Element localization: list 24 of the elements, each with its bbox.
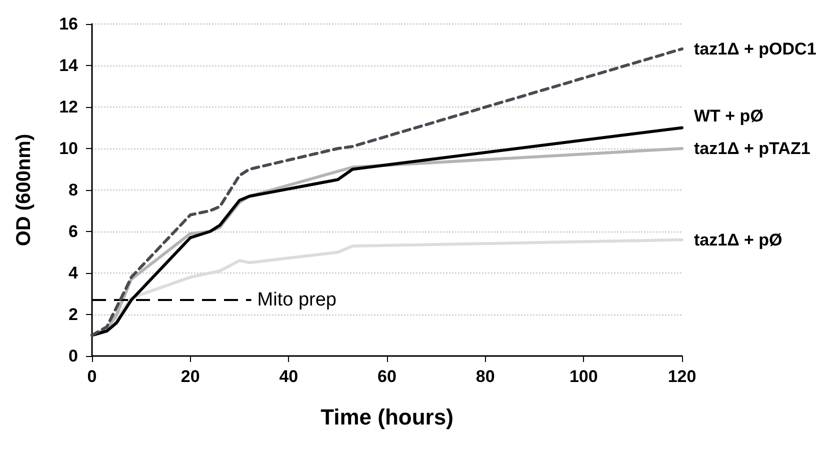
- y-tick-label: 12: [59, 98, 78, 116]
- y-tick-label: 10: [59, 139, 78, 158]
- y-tick-label: 14: [59, 56, 79, 75]
- series-label: WT + pØ: [694, 106, 764, 126]
- y-tick-label: 16: [59, 14, 78, 34]
- x-tick-label: 100: [569, 367, 598, 386]
- x-axis-title: Time (hours): [320, 404, 454, 430]
- x-tick-label: 40: [279, 367, 298, 386]
- x-tick-label: 60: [378, 367, 396, 386]
- y-tick-label: 0: [68, 346, 78, 366]
- y-tick-label: 4: [68, 264, 79, 282]
- series-label: taz1Δ + pODC1: [694, 39, 816, 58]
- ref-line-label: Mito prep: [257, 289, 337, 310]
- y-tick-label: 8: [68, 180, 78, 200]
- x-tick-label: 80: [476, 367, 495, 386]
- x-tick-label: 0: [87, 367, 97, 386]
- series-label: taz1Δ + pTAZ1: [694, 139, 810, 158]
- y-tick-label: 2: [68, 305, 78, 324]
- y-axis-title: OD (600nm): [13, 134, 35, 246]
- y-tick-label: 6: [68, 222, 78, 241]
- x-tick-label: 20: [180, 367, 200, 386]
- series-label: taz1Δ + pØ: [694, 230, 782, 250]
- x-tick-label: 120: [668, 367, 696, 386]
- line-series: [90, 47, 684, 337]
